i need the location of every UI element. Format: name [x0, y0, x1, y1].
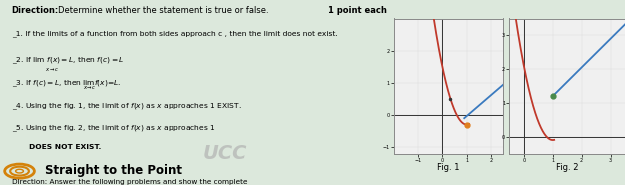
Text: _2. If lim $f(x) = L$, then $f(c) = L$: _2. If lim $f(x) = L$, then $f(c) = L$	[12, 56, 124, 66]
Text: Determine whether the statement is true or false.: Determine whether the statement is true …	[58, 6, 269, 15]
Text: Fig. 2: Fig. 2	[556, 163, 579, 172]
Text: Straight to the Point: Straight to the Point	[45, 164, 182, 177]
Text: _4. Using the fig. 1, the limit of $f(x)$ as $x$ approaches 1 EXIST.: _4. Using the fig. 1, the limit of $f(x)…	[12, 102, 241, 112]
Text: Fig. 1: Fig. 1	[438, 163, 460, 172]
Text: $x\to c$: $x\to c$	[45, 66, 59, 73]
Text: UCC: UCC	[203, 144, 248, 163]
Text: _5. Using the fig. 2, the limit of $f(x)$ as $x$ approaches 1: _5. Using the fig. 2, the limit of $f(x)…	[12, 124, 216, 134]
Text: Direction:: Direction:	[12, 6, 59, 15]
Text: Direction: Answer the following problems and show the complete: Direction: Answer the following problems…	[12, 179, 248, 185]
Text: _1. If the limits of a function from both sides approach c , then the limit does: _1. If the limits of a function from bot…	[12, 31, 338, 37]
Text: DOES NOT EXIST.: DOES NOT EXIST.	[29, 144, 102, 150]
Text: _3. If $f(c) = L$, then $\lim_{x\to c} f(x) = L$.: _3. If $f(c) = L$, then $\lim_{x\to c} f…	[12, 79, 121, 92]
Text: 1 point each: 1 point each	[328, 6, 387, 15]
